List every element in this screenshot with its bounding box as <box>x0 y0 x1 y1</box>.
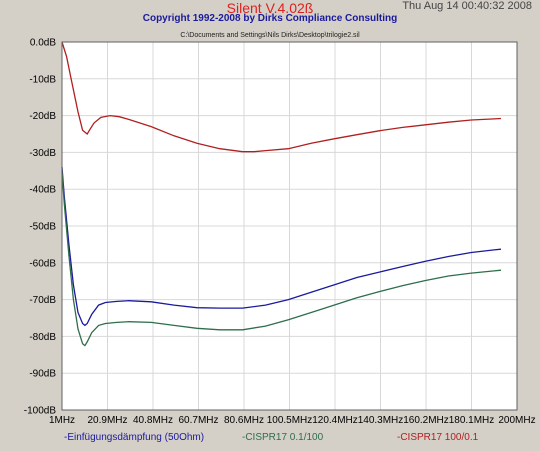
x-tick-label: 180.1MHz <box>449 415 495 426</box>
timestamp: Thu Aug 14 00:40:32 2008 <box>402 0 532 12</box>
y-tick-label: 0.0dB <box>30 38 56 49</box>
y-tick-label: -90dB <box>29 369 56 380</box>
x-tick-label: 160.2MHz <box>403 415 449 426</box>
x-tick-label: 100.5MHz <box>267 415 313 426</box>
y-tick-label: -20dB <box>29 111 56 122</box>
x-tick-label: 60.7MHz <box>178 415 218 426</box>
series-line-1 <box>61 167 502 327</box>
legend-item: -Einfügungsdämpfung (50Ohm) <box>64 432 205 443</box>
y-tick-label: -80dB <box>29 332 56 343</box>
x-axis-labels: 1MHz 20.9MHz 40.8MHz 60.7MHz 80.6MHz 100.5MHz… <box>49 415 536 426</box>
x-tick-label: 20.9MHz <box>87 415 127 426</box>
y-tick-label: -30dB <box>29 148 56 159</box>
series-line-2 <box>61 170 502 347</box>
legend-item: -CISPR17 0.1/100 <box>242 432 324 443</box>
file-path: C:\Documents and Settings\Nils Dirks\Des… <box>180 32 360 39</box>
x-tick-label: 140.3MHz <box>358 415 404 426</box>
copyright-text: Copyright 1992-2008 by Dirks Compliance … <box>142 13 398 24</box>
x-tick-label: 200MHz <box>498 415 535 426</box>
y-tick-label: -10dB <box>29 74 56 85</box>
series-group <box>61 41 502 347</box>
app-title: Silent V.4.02ß <box>226 0 314 16</box>
x-tick-label: 1MHz <box>49 415 75 426</box>
x-tick-label: 120.4MHz <box>312 415 358 426</box>
x-tick-label: 80.6MHz <box>224 415 264 426</box>
y-tick-label: -40dB <box>29 185 56 196</box>
legend-item: -CISPR17 100/0.1 <box>397 432 479 443</box>
y-tick-label: -100dB <box>24 406 57 417</box>
y-tick-label: -60dB <box>29 258 56 269</box>
y-tick-label: -50dB <box>29 222 56 233</box>
x-tick-label: 40.8MHz <box>133 415 173 426</box>
series-line-0 <box>61 41 502 153</box>
plot-frame <box>61 41 518 411</box>
y-tick-label: -70dB <box>29 295 56 306</box>
y-axis-labels: 0.0dB -10dB -20dB -30dB -40dB -50dB -60dB -70dB… <box>24 38 57 417</box>
